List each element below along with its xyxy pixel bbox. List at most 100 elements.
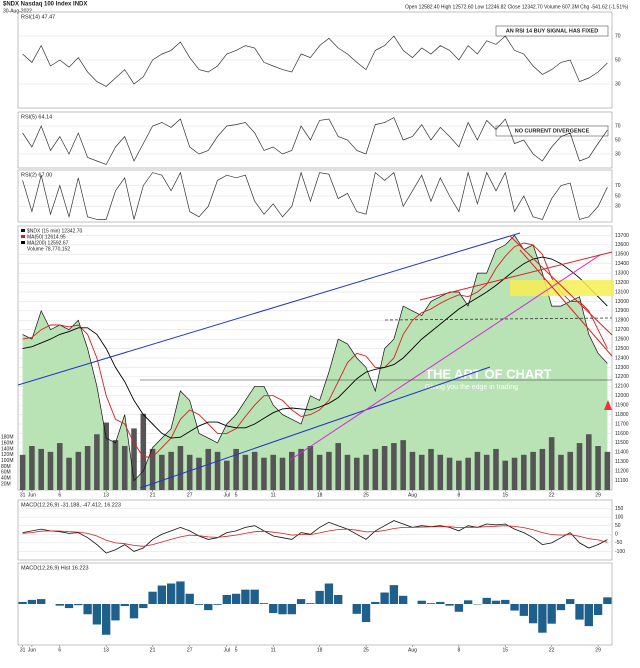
hist-bar: [398, 595, 408, 604]
volume-bar: [251, 451, 258, 490]
volume-bar: [84, 446, 91, 490]
y-tick-label: 12000: [615, 393, 629, 399]
volume-bar: [409, 451, 416, 490]
volume-tick-label: 100M: [1, 458, 14, 464]
x-tick-label: 18: [317, 492, 323, 498]
legend-swatch: [21, 235, 25, 238]
x-tick-label: 27: [187, 492, 193, 498]
hist-bar: [241, 589, 250, 604]
y-tick-label: 50: [615, 137, 621, 143]
hist-bar: [547, 604, 556, 624]
hist-bar: [176, 581, 185, 604]
volume-bar: [289, 451, 295, 490]
hist-bar: [166, 583, 176, 604]
hist-bar: [157, 585, 167, 604]
x-tick-label: 5: [235, 492, 238, 498]
series-line: [22, 256, 608, 439]
y-tick-label: 50: [615, 523, 621, 529]
hist-bar: [222, 594, 232, 604]
panel-frame: [17, 562, 613, 646]
hist-bar: [269, 604, 278, 614]
y-tick-label: 13200: [615, 280, 629, 286]
x-tick-label: 8: [457, 647, 460, 653]
volume-bar: [595, 446, 601, 490]
hist-bar: [92, 604, 102, 625]
volume-bar: [530, 451, 536, 490]
y-tick-label: 30: [615, 151, 621, 157]
volume-bar: [307, 446, 314, 490]
hist-bar: [213, 604, 222, 605]
x-tick-label: 13: [103, 647, 109, 653]
x-tick-label: 21: [150, 647, 156, 653]
x-tick-label: 6: [58, 647, 61, 653]
y-tick-label: 11600: [615, 431, 629, 437]
volume-bar: [493, 448, 499, 490]
x-tick-label: 18: [317, 647, 323, 653]
x-tick-label: Aug: [408, 647, 417, 653]
legend-swatch: [21, 229, 25, 232]
hist-bar: [64, 604, 74, 609]
watermark: THE ART OF CHART: [425, 366, 552, 381]
hist-bar: [83, 604, 92, 615]
volume-bar: [224, 460, 230, 490]
arrow: [604, 400, 612, 410]
volume-bar: [586, 434, 592, 490]
y-tick-label: 11500: [615, 440, 629, 446]
volume-bar: [38, 448, 44, 490]
price-area: [22, 235, 608, 490]
hist-bar: [566, 599, 575, 604]
volume-bar: [418, 454, 425, 490]
panel-title: RSI(14) 47.47: [21, 14, 55, 20]
series-line: [22, 242, 608, 458]
volume-bar: [353, 457, 360, 490]
volume-bar: [521, 454, 527, 490]
volume-bar: [19, 454, 26, 490]
legend-entry: MA(50) 12614.95: [27, 234, 66, 240]
volume-bar: [446, 457, 453, 490]
y-tick-label: 12800: [615, 318, 629, 324]
volume-bar: [214, 451, 221, 490]
volume-tick-label: 120M: [1, 452, 14, 458]
x-tick-label: 27: [187, 647, 193, 653]
y-tick-label: -100: [615, 549, 625, 555]
panel-title: RSI(5) 64.14: [21, 114, 52, 120]
hist-bar: [185, 593, 194, 604]
series-line: [22, 520, 608, 554]
y-tick-label: 0: [615, 532, 618, 538]
trendline: [139, 366, 491, 489]
hist-bar: [148, 591, 157, 604]
x-tick-label: 21: [150, 492, 156, 498]
volume-tick-label: 160M: [1, 440, 14, 446]
hist-bar: [101, 604, 111, 635]
hist-bar: [593, 604, 603, 616]
y-tick-label: 13100: [615, 289, 629, 295]
hist-bar: [445, 604, 454, 606]
volume-bar: [261, 457, 267, 490]
y-tick-label: 12500: [615, 346, 629, 352]
watermark: Giving you the edge in trading: [425, 384, 518, 391]
x-tick-label: 6: [58, 492, 61, 498]
y-tick-label: 12100: [615, 384, 629, 390]
annotation-box: [495, 25, 609, 37]
series-line: [22, 234, 608, 482]
volume-bar: [391, 443, 397, 490]
y-tick-label: 13700: [615, 233, 629, 239]
x-tick-label: Jun: [28, 492, 36, 498]
legend-entry: MA(200) 12592.67: [27, 240, 69, 246]
volume-tick-label: 180M: [1, 435, 14, 441]
trendline: [289, 254, 601, 461]
y-tick-label: 11900: [615, 402, 629, 408]
volume-bar: [242, 454, 249, 490]
volume-tick-label: 60M: [1, 470, 11, 476]
y-tick-label: 13500: [615, 252, 629, 258]
hist-bar: [575, 604, 584, 620]
y-tick-label: 50: [615, 193, 621, 199]
hist-bar: [417, 600, 426, 604]
volume-bar: [335, 443, 341, 490]
hist-bar: [371, 601, 380, 604]
hist-bar: [250, 589, 259, 604]
hist-bar: [74, 604, 83, 606]
hist-bar: [315, 590, 324, 604]
volume-bar: [205, 448, 212, 490]
